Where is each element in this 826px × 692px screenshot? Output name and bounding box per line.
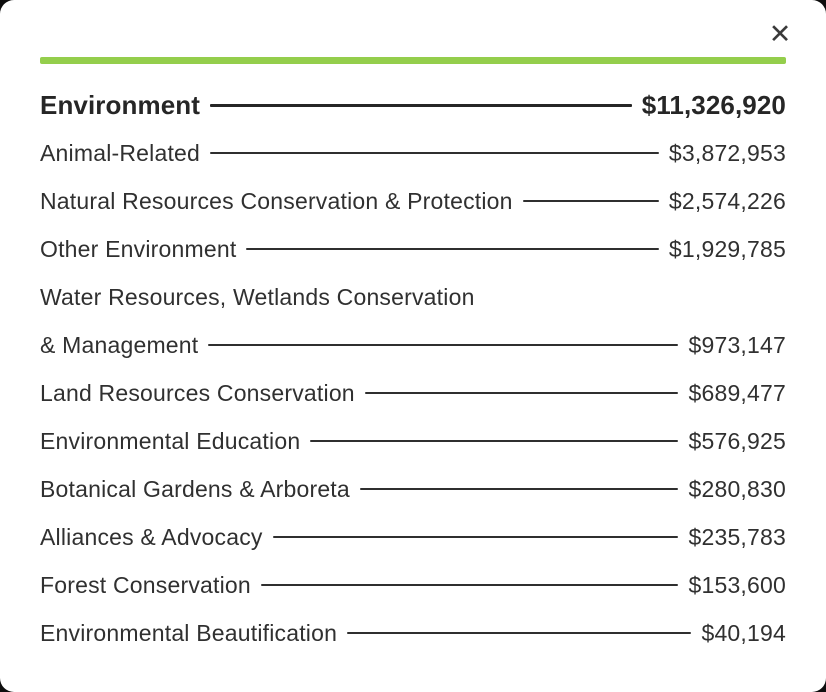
row-amount: $973,147: [688, 331, 786, 358]
total-row: Environment $11,326,920: [40, 81, 786, 129]
breakdown-row: Land Resources Conservation $689,477: [40, 369, 786, 417]
leader-line: [208, 344, 679, 346]
row-amount: $235,783: [688, 523, 786, 550]
breakdown-row: Natural Resources Conservation & Protect…: [40, 177, 786, 225]
leader-line: [310, 440, 679, 442]
row-amount: $2,574,226: [668, 187, 786, 214]
breakdown-row: Environmental Education $576,925: [40, 417, 786, 465]
leader-line: [210, 152, 659, 154]
row-label: Animal-Related: [40, 139, 201, 166]
row-amount: $40,194: [701, 619, 786, 646]
row-label: Forest Conservation: [40, 571, 251, 598]
accent-divider: [40, 57, 786, 64]
row-amount: $3,872,953: [668, 139, 786, 166]
leader-line: [522, 200, 659, 202]
row-amount: $153,600: [688, 571, 786, 598]
row-amount: $576,925: [688, 427, 786, 454]
leader-line: [246, 248, 659, 250]
leader-line: [347, 632, 692, 634]
row-label: Environmental Education: [40, 427, 301, 454]
breakdown-row: Forest Conservation $153,600: [40, 561, 786, 609]
breakdown-list: Environment $11,326,920 Animal-Related $3…: [40, 81, 786, 657]
row-label: Natural Resources Conservation & Protect…: [40, 187, 513, 214]
close-icon: ✕: [768, 19, 792, 49]
row-label: Alliances & Advocacy: [40, 523, 263, 550]
row-label: Other Environment: [40, 235, 237, 262]
row-label: Land Resources Conservation: [40, 379, 355, 406]
breakdown-row: Environmental Beautification $40,194: [40, 609, 786, 657]
breakdown-row: Botanical Gardens & Arboreta $280,830: [40, 465, 786, 513]
breakdown-row: & Management $973,147: [40, 321, 786, 369]
leader-line: [210, 103, 632, 107]
leader-line: [260, 584, 679, 586]
total-amount: $11,326,920: [641, 89, 786, 120]
row-label: Environmental Beautification: [40, 619, 338, 646]
breakdown-row: Animal-Related $3,872,953: [40, 129, 786, 177]
row-amount: $1,929,785: [668, 235, 786, 262]
row-amount: $689,477: [688, 379, 786, 406]
row-label: Water Resources, Wetlands Conservation: [40, 283, 475, 310]
breakdown-row: Other Environment $1,929,785: [40, 225, 786, 273]
leader-line: [364, 392, 679, 394]
row-label: & Management: [40, 331, 199, 358]
leader-line: [359, 488, 679, 490]
row-amount: $280,830: [688, 475, 786, 502]
total-label: Environment: [40, 89, 201, 120]
breakdown-row: Alliances & Advocacy $235,783: [40, 513, 786, 561]
row-label: Botanical Gardens & Arboreta: [40, 475, 350, 502]
breakdown-row: Water Resources, Wetlands Conservation: [40, 273, 786, 321]
close-button[interactable]: ✕: [758, 12, 802, 56]
leader-line: [272, 536, 679, 538]
